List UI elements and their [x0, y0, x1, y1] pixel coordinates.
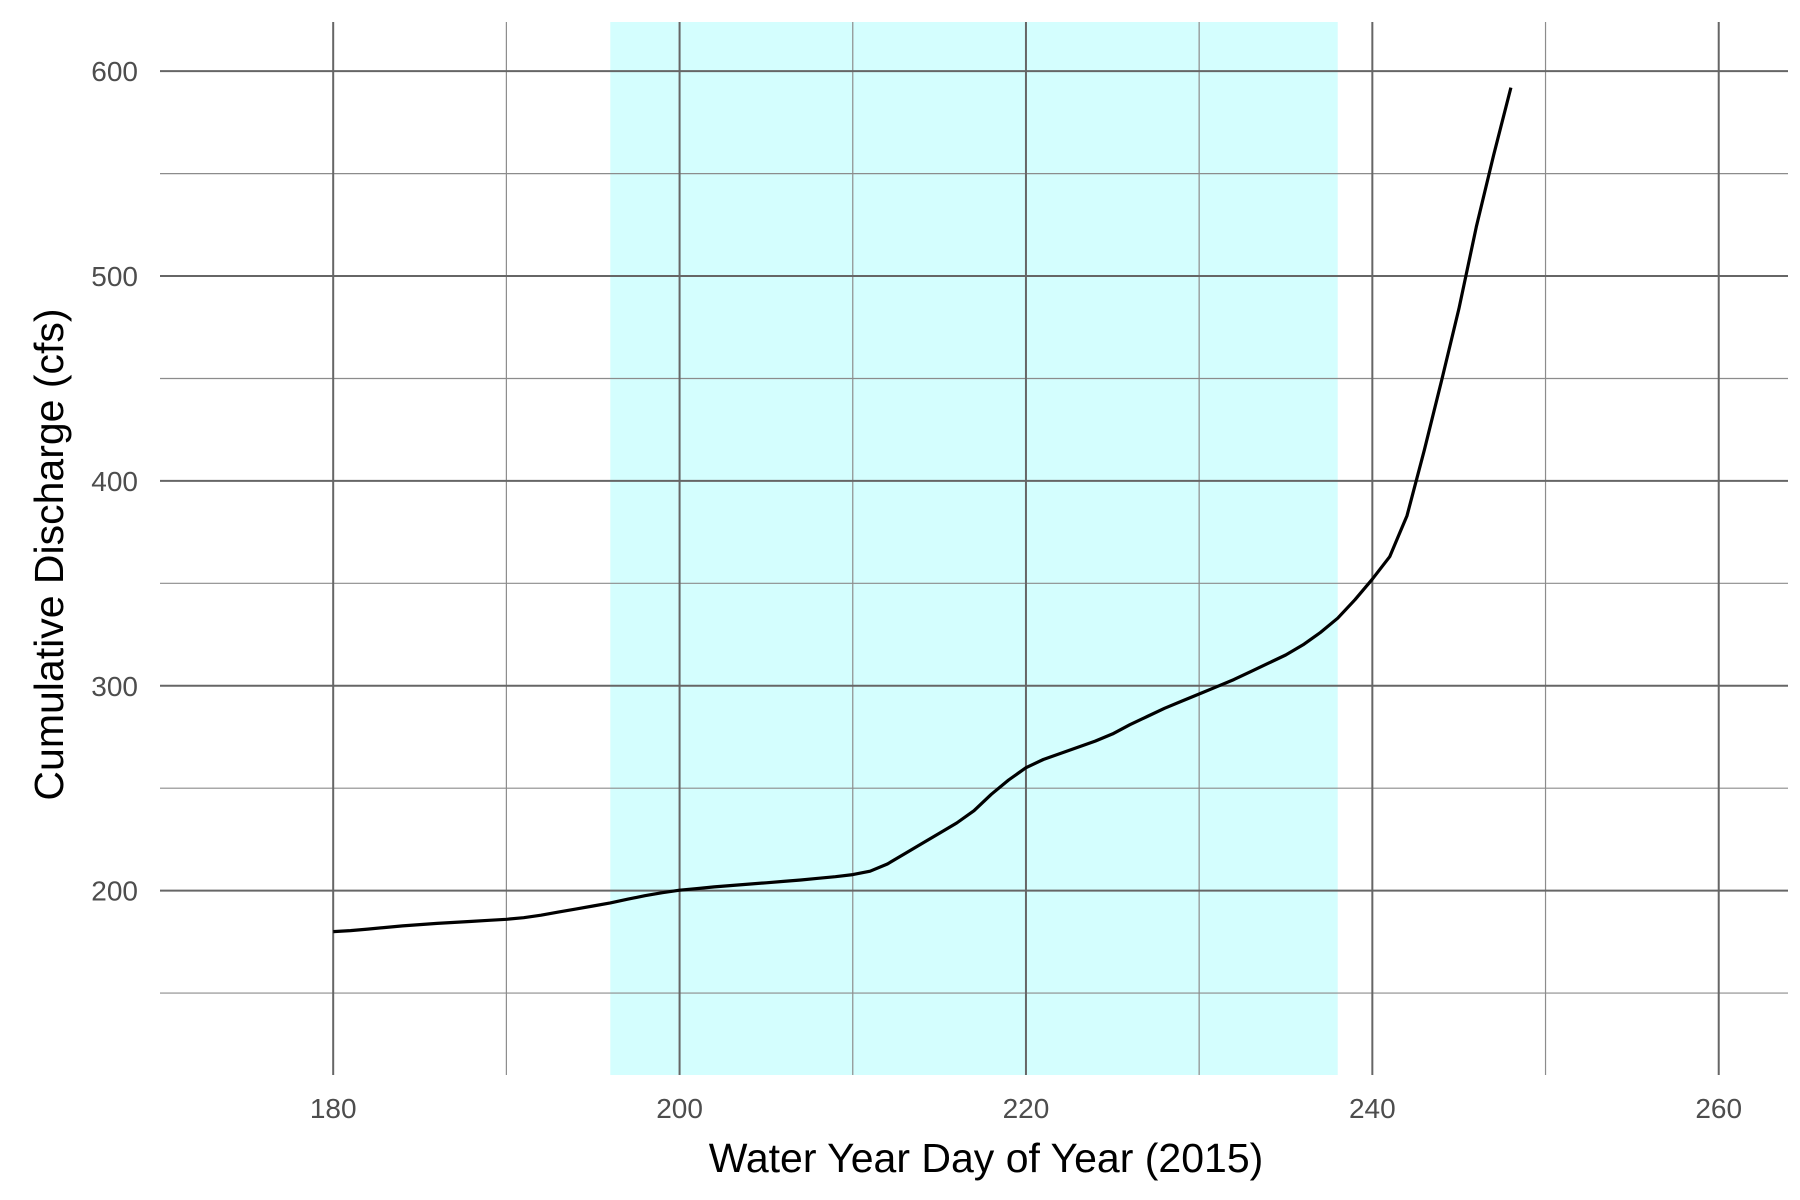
x-tick-label: 260 [1695, 1093, 1742, 1124]
y-tick-label: 300 [91, 671, 138, 702]
series-layer [333, 87, 1513, 934]
y-tick-label: 600 [91, 56, 138, 87]
grid-layer [160, 22, 1788, 1075]
y-axis-title: Cumulative Discharge (cfs) [26, 308, 72, 800]
x-tick-label: 200 [656, 1093, 703, 1124]
x-axis-title: Water Year Day of Year (2015) [709, 1135, 1264, 1181]
shaded-period-layer [610, 22, 1338, 1075]
y-tick-label: 400 [91, 466, 138, 497]
x-tick-label: 220 [1003, 1093, 1050, 1124]
x-tick-label: 240 [1349, 1093, 1396, 1124]
series-line [333, 87, 1513, 934]
tick-label-layer: 180 200 220 240 260 200 300 400 500 600 [91, 56, 1742, 1124]
x-tick-label: 180 [310, 1093, 357, 1124]
y-tick-label: 200 [91, 876, 138, 907]
shaded-period [610, 22, 1338, 1075]
y-tick-label: 500 [91, 261, 138, 292]
